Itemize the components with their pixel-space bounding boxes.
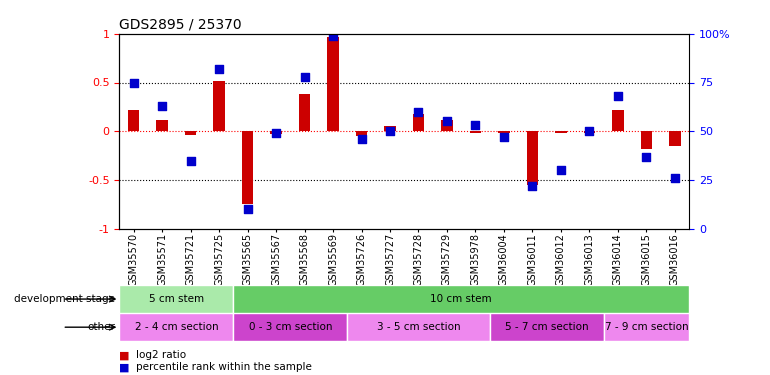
Text: 5 cm stem: 5 cm stem [149,294,204,304]
Text: percentile rank within the sample: percentile rank within the sample [136,363,312,372]
Point [270,130,282,136]
Bar [128,110,139,131]
Point [668,175,681,181]
Bar [470,131,481,133]
Text: log2 ratio: log2 ratio [136,351,186,360]
Bar [604,313,689,341]
Bar [584,131,595,133]
Point [554,167,567,173]
Point [127,80,140,86]
Bar [527,131,538,185]
Point [470,122,482,128]
Bar [119,285,233,313]
Bar [384,126,396,131]
Bar [156,120,168,131]
Bar [233,285,689,313]
Bar [612,110,624,131]
Bar [641,131,652,149]
Bar [233,313,347,341]
Point [413,109,425,115]
Bar [185,131,196,135]
Bar [490,313,604,341]
Bar [270,131,282,134]
Bar [669,131,681,146]
Point [298,74,310,80]
Text: 7 - 9 cm section: 7 - 9 cm section [604,322,688,332]
Bar [119,313,233,341]
Point [383,128,396,134]
Point [242,206,254,212]
Text: 0 - 3 cm section: 0 - 3 cm section [249,322,332,332]
Text: 2 - 4 cm section: 2 - 4 cm section [135,322,218,332]
Point [498,134,511,140]
Text: development stage: development stage [15,294,116,304]
Bar [242,131,253,204]
Point [185,158,197,164]
Point [640,154,652,160]
Bar [327,37,339,131]
Bar [498,131,510,133]
Bar [413,114,424,131]
Bar [299,94,310,131]
Text: 10 cm stem: 10 cm stem [430,294,492,304]
Text: 3 - 5 cm section: 3 - 5 cm section [377,322,460,332]
Bar [555,131,567,133]
Bar [356,131,367,136]
Point [326,33,339,39]
Point [584,128,596,134]
Point [611,93,624,99]
Point [440,118,453,124]
Bar [347,313,490,341]
Point [213,66,225,72]
Point [156,103,169,109]
Point [526,183,538,189]
Text: other: other [88,322,116,332]
Bar [441,120,453,131]
Text: ■: ■ [119,351,130,360]
Text: ■: ■ [119,363,130,372]
Point [355,136,368,142]
Text: 5 - 7 cm section: 5 - 7 cm section [505,322,588,332]
Bar [213,81,225,131]
Text: GDS2895 / 25370: GDS2895 / 25370 [119,17,242,31]
